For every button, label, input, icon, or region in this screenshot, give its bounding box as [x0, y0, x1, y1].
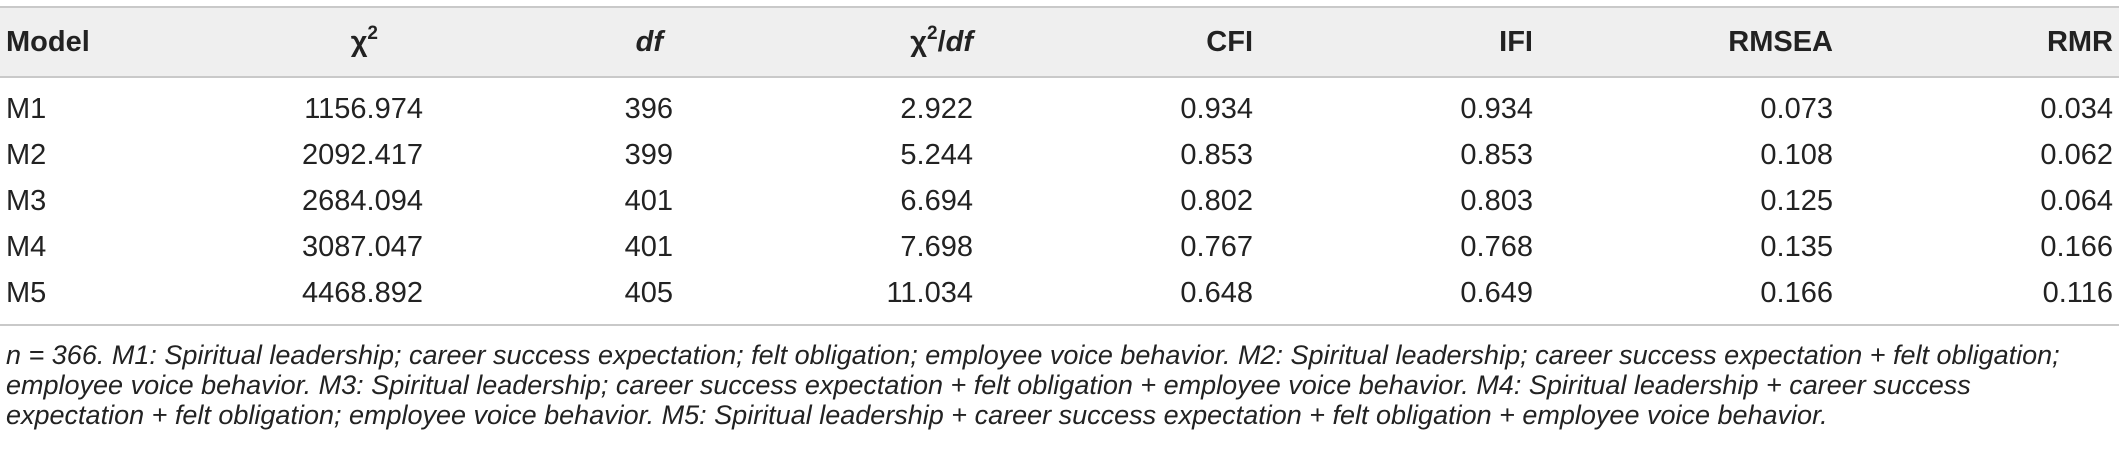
cell-rmr: 0.166 — [2040, 230, 2113, 263]
cell-rmsea: 0.073 — [1760, 92, 1833, 125]
cell-cfi: 0.767 — [1180, 230, 1253, 263]
table-row: M2 2092.417 399 5.244 0.853 0.853 0.108 … — [0, 132, 2119, 178]
cell-cfi: 0.802 — [1180, 184, 1253, 217]
cell-rmsea: 0.166 — [1533, 270, 1833, 326]
cell-df: 399 — [624, 138, 673, 171]
header-df: df — [423, 6, 673, 78]
table-row: M1 1156.974 396 2.922 0.934 0.934 0.073 … — [0, 77, 2119, 132]
cell-ifi: 0.768 — [1460, 230, 1533, 263]
cell-rmr: 0.064 — [2040, 184, 2113, 217]
cell-chi-square: 3087.047 — [302, 230, 423, 263]
cell-rmsea: 0.135 — [1760, 230, 1833, 263]
table-header: Model χ2 df χ2/df CFI IFI RMSEA RMR — [0, 6, 2119, 78]
cell-chi-square: 4468.892 — [183, 270, 423, 326]
fit-indices-table: Model χ2 df χ2/df CFI IFI RMSEA RMR M1 1… — [0, 6, 2119, 326]
table-row: M3 2684.094 401 6.694 0.802 0.803 0.125 … — [0, 178, 2119, 224]
cell-chi-square: 2684.094 — [302, 184, 423, 217]
header-rmr: RMR — [1833, 6, 2119, 78]
cell-model: M2 — [6, 138, 47, 171]
ratio-superscript: 2 — [926, 22, 938, 44]
cell-chi-square: 2092.417 — [302, 138, 423, 171]
header-cfi: CFI — [973, 6, 1253, 78]
cell-df: 405 — [423, 270, 673, 326]
cell-ifi: 0.803 — [1460, 184, 1533, 217]
header-model: Model — [0, 6, 183, 78]
cell-df: 401 — [624, 230, 673, 263]
header-chi-square-df: χ2/df — [673, 6, 973, 78]
cell-ifi: 0.853 — [1460, 138, 1533, 171]
cell-df: 396 — [624, 92, 673, 125]
ratio-chi-symbol: χ — [910, 25, 927, 58]
cell-rmr: 0.062 — [2040, 138, 2113, 171]
header-chi-square: χ2 — [183, 6, 423, 78]
cell-chi-square-df: 6.694 — [900, 184, 973, 217]
cell-rmsea: 0.125 — [1760, 184, 1833, 217]
header-ifi: IFI — [1253, 6, 1533, 78]
table-body: M1 1156.974 396 2.922 0.934 0.934 0.073 … — [0, 77, 2119, 326]
cell-ifi: 0.934 — [1460, 92, 1533, 125]
cell-model: M5 — [0, 270, 183, 326]
table-row: M4 3087.047 401 7.698 0.767 0.768 0.135 … — [0, 224, 2119, 270]
cell-chi-square-df: 7.698 — [900, 230, 973, 263]
cell-chi-square: 1156.974 — [304, 92, 423, 125]
ratio-df-label: df — [945, 25, 973, 58]
cell-cfi: 0.648 — [973, 270, 1253, 326]
df-label: df — [635, 25, 663, 58]
cell-model: M1 — [6, 92, 47, 125]
cell-model: M3 — [6, 184, 47, 217]
chi-symbol: χ — [350, 25, 368, 58]
cell-ifi: 0.649 — [1253, 270, 1533, 326]
header-rmsea: RMSEA — [1533, 6, 1833, 78]
ratio-slash: / — [937, 25, 946, 58]
cell-chi-square-df: 11.034 — [673, 270, 973, 326]
chi-superscript: 2 — [367, 22, 378, 44]
header-row: Model χ2 df χ2/df CFI IFI RMSEA RMR — [0, 6, 2119, 78]
cell-rmr: 0.034 — [2040, 92, 2113, 125]
cell-model: M4 — [6, 230, 47, 263]
cell-rmsea: 0.108 — [1760, 138, 1833, 171]
table-footnote: n = 366. M1: Spiritual leadership; caree… — [6, 340, 2060, 430]
cell-cfi: 0.853 — [1180, 138, 1253, 171]
cell-chi-square-df: 5.244 — [900, 138, 973, 171]
table-row: M5 4468.892 405 11.034 0.648 0.649 0.166… — [0, 270, 2119, 326]
cell-df: 401 — [624, 184, 673, 217]
cell-cfi: 0.934 — [1180, 92, 1253, 125]
cell-rmr: 0.116 — [1833, 270, 2119, 326]
cell-chi-square-df: 2.922 — [900, 92, 973, 125]
